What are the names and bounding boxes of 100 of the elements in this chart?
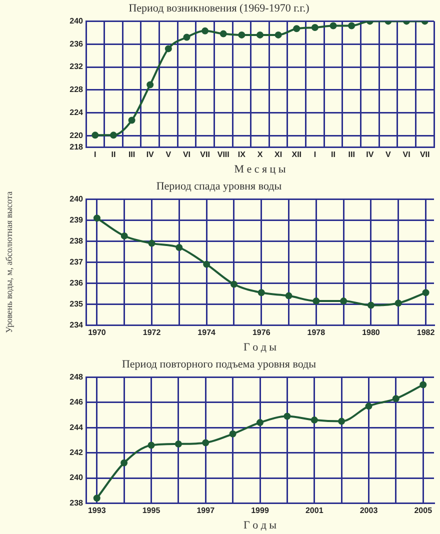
point xyxy=(203,260,210,268)
y-tick-label: 244 xyxy=(70,422,84,432)
x-tick-label: I xyxy=(94,150,96,160)
point xyxy=(340,298,348,305)
x-tick-label: 1970 xyxy=(88,328,106,338)
x-tick-label: 1993 xyxy=(88,506,106,516)
chart-title: Период возникновения (1969-1970 г.г.) xyxy=(128,2,310,14)
y-tick-label: 236 xyxy=(70,39,84,48)
x-tick-label: VII xyxy=(200,150,210,160)
x-tick-label: 2003 xyxy=(360,506,378,516)
x-tick-label: III xyxy=(128,150,136,160)
y-tick-label: 228 xyxy=(70,85,84,94)
point xyxy=(258,289,265,296)
x-tick-label: 1982 xyxy=(416,328,436,338)
point xyxy=(176,244,183,251)
x-tick-label: VI xyxy=(402,150,410,160)
point xyxy=(256,31,264,38)
point xyxy=(202,439,210,446)
x-tick-label: VII xyxy=(420,150,430,160)
y-tick-label: 246 xyxy=(70,398,84,407)
point xyxy=(120,459,128,466)
y-tick-label: 240 xyxy=(70,16,84,26)
x-tick-label: IV xyxy=(366,150,374,160)
x-tick-label: 1999 xyxy=(251,506,270,516)
point xyxy=(183,34,190,41)
x-tick-label: II xyxy=(111,150,116,160)
point xyxy=(220,30,227,38)
y-tick-label: 248 xyxy=(70,372,84,382)
point xyxy=(238,31,246,38)
point xyxy=(311,24,318,31)
x-tick-label: I xyxy=(314,150,316,160)
point xyxy=(202,27,209,34)
point xyxy=(128,116,136,124)
y-tick-label: 242 xyxy=(70,448,84,458)
x-tick-label: VIII xyxy=(217,150,230,160)
x-axis-title: М е с я ц ы xyxy=(234,163,286,176)
x-tick-label: 1997 xyxy=(196,506,216,516)
x-tick-label: 1995 xyxy=(142,506,161,516)
chart-title: Период повторного подъема уровня воды xyxy=(122,358,317,370)
y-tick-label: 218 xyxy=(70,142,84,152)
point xyxy=(285,292,292,300)
point xyxy=(274,31,282,38)
y-tick-label: 234 xyxy=(70,320,84,330)
x-tick-label: 1976 xyxy=(252,328,271,338)
point xyxy=(164,45,172,52)
y-tick-label: 236 xyxy=(70,278,84,288)
point xyxy=(348,22,356,30)
x-tick-label: 1974 xyxy=(198,328,216,338)
y-tick-label: 240 xyxy=(70,473,84,482)
y-tick-label: 224 xyxy=(70,108,84,118)
point xyxy=(256,419,264,426)
point xyxy=(110,132,117,139)
point xyxy=(330,22,337,30)
point xyxy=(420,381,427,388)
x-tick-label: 1980 xyxy=(362,328,380,338)
point xyxy=(392,395,400,402)
x-tick-label: XI xyxy=(274,150,282,160)
point xyxy=(365,402,372,410)
x-tick-label: V xyxy=(386,150,392,160)
point xyxy=(92,132,99,139)
x-tick-label: X xyxy=(257,150,264,160)
point xyxy=(146,81,154,88)
point xyxy=(312,298,320,305)
y-tick-label: 240 xyxy=(70,194,84,204)
y-tick-label: 232 xyxy=(70,62,84,72)
x-tick-label: III xyxy=(348,150,355,160)
y-tick-label: 220 xyxy=(70,130,84,140)
x-tick-label: VI xyxy=(182,150,191,160)
y-tick-label: 239 xyxy=(70,215,84,224)
point xyxy=(284,412,291,420)
point xyxy=(93,214,100,222)
x-tick-label: 1978 xyxy=(307,328,326,338)
x-tick-label: 2005 xyxy=(414,506,433,516)
y-axis-title: Уровень воды, м, абсолютная высота xyxy=(4,191,14,333)
point xyxy=(174,440,182,448)
point xyxy=(148,442,155,449)
x-axis-title: Г о д ы xyxy=(243,341,278,354)
point xyxy=(394,300,402,307)
x-tick-label: IV xyxy=(146,150,155,160)
point xyxy=(338,418,346,425)
x-tick-label: 1972 xyxy=(142,328,162,338)
point xyxy=(148,240,156,247)
y-tick-label: 235 xyxy=(70,299,84,308)
point xyxy=(230,280,238,288)
point xyxy=(93,494,100,502)
x-tick-label: 2001 xyxy=(305,506,324,516)
y-tick-label: 238 xyxy=(70,498,84,508)
x-tick-label: II xyxy=(331,150,336,160)
x-tick-label: XII xyxy=(292,150,302,160)
x-tick-label: V xyxy=(166,150,172,160)
y-tick-label: 238 xyxy=(70,236,84,246)
point xyxy=(422,289,430,296)
point xyxy=(120,232,128,240)
point xyxy=(293,25,300,32)
chart-title: Период спада уровня воды xyxy=(156,180,282,192)
x-axis-title: Г о д ы xyxy=(243,519,278,532)
point xyxy=(310,416,318,424)
point xyxy=(229,430,236,438)
point xyxy=(367,302,374,309)
x-tick-label: IX xyxy=(238,150,246,160)
